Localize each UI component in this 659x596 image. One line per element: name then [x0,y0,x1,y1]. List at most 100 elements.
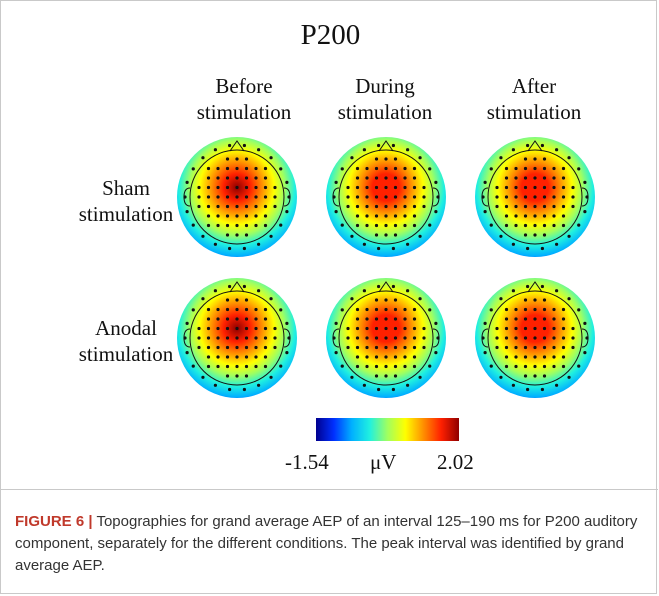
electrode-dot [481,195,485,199]
electrode-dot [225,214,230,218]
electrode-dot [391,387,396,392]
electrode-dot [216,223,220,228]
electrode-dot [346,345,350,350]
electrode-dot [235,355,239,359]
electrode-dot [514,307,518,312]
electrode-dot [384,214,388,218]
electrode-dot [376,284,381,289]
electrode-dot [235,233,239,237]
caption-label: FIGURE 6 | [15,513,93,530]
electrode-dot [374,298,379,302]
electrode-dot [254,204,258,209]
electrode-dot [504,166,509,171]
electrode-dot [393,336,398,340]
electrode-dot [418,234,422,238]
electrode-dot [555,289,559,293]
electrode-dot [412,336,417,340]
electrode-dot [561,195,566,199]
electrode-dot [244,185,249,190]
caption-text: Topographies for grand average AEP of an… [15,513,638,574]
electrode-dot [571,336,575,340]
electrode-dot [334,210,338,214]
electrode-dot [567,297,571,301]
electrode-dot [362,148,366,152]
electrode-dot [263,345,268,350]
electrode-dot [201,297,205,301]
electrode-dot [216,364,220,369]
electrode-dot [183,195,187,199]
electrode-dot [571,326,575,331]
electrode-dot [422,204,426,209]
electrode-dot [552,317,556,321]
electrode-dot [523,223,528,228]
electrode-dot [533,374,537,378]
electrode-dot [406,242,410,246]
electrode-dot [523,214,528,218]
electrode-dot [225,326,230,331]
electrode-dot [213,242,217,246]
electrode-dot [384,233,388,237]
electrode-dot [499,297,503,301]
electrode-dot [206,336,211,340]
electrode-dot [533,307,537,312]
electrode-dot [542,195,547,199]
electrode-dot [263,176,268,180]
electrode-dot [273,336,277,340]
electrode-dot [201,156,205,160]
electrode-dot [365,166,369,171]
electrode-dot [216,166,220,171]
electrode-dot [374,185,379,190]
electrode-dot [403,176,407,180]
electrode-dot [244,223,249,228]
electrode-dot [504,326,509,331]
electrode-dot [384,374,388,378]
electrode-dot [254,355,258,359]
electrode-dot [384,166,388,171]
electrode-dot [206,317,211,321]
electrode-dot [235,317,239,321]
electrode-dot [254,195,258,199]
electrode-dot [577,223,581,227]
topomap-anodal-after [475,278,595,398]
electrode-dot [542,157,547,161]
electrode-dot [571,345,575,350]
nose-outline [229,140,245,152]
electrode-dot [191,364,195,368]
electrode-dot [561,345,566,350]
electrode-dot [225,195,230,199]
electrode-dot [273,185,277,190]
electrode-dot [533,233,537,237]
electrode-dot [412,307,417,312]
electrode-dot [355,176,360,180]
electrode-dot [504,185,509,190]
electrode-dot [365,307,369,312]
electrode-dot [279,167,283,171]
electrode-dot [374,195,379,199]
caption-divider [1,489,658,490]
electrode-dot [340,167,344,171]
electrode-dot [418,375,422,379]
column-header-during-line1: During [355,74,415,98]
electrode-dot [391,143,396,148]
electrode-dot [235,157,239,161]
electrode-dot [355,364,360,369]
electrode-dot [244,233,249,237]
electrode-dot [384,364,388,369]
electrode-dot [225,336,230,340]
electrode-dot [393,166,398,171]
electrode-dot [374,233,379,237]
electrode-dot [533,364,537,369]
electrode-dot [561,355,566,359]
electrode-dot [391,284,396,289]
electrode-dot [244,326,249,331]
electrode-dot [197,185,201,190]
electrode-dot [523,233,528,237]
electrode-dot [577,308,581,312]
head-outline [189,290,285,386]
electrode-dot [525,387,530,392]
electrode-dot [285,180,289,184]
electrode-dot [428,308,432,312]
electrode-dot [393,317,398,321]
electrode-dot [406,383,410,387]
